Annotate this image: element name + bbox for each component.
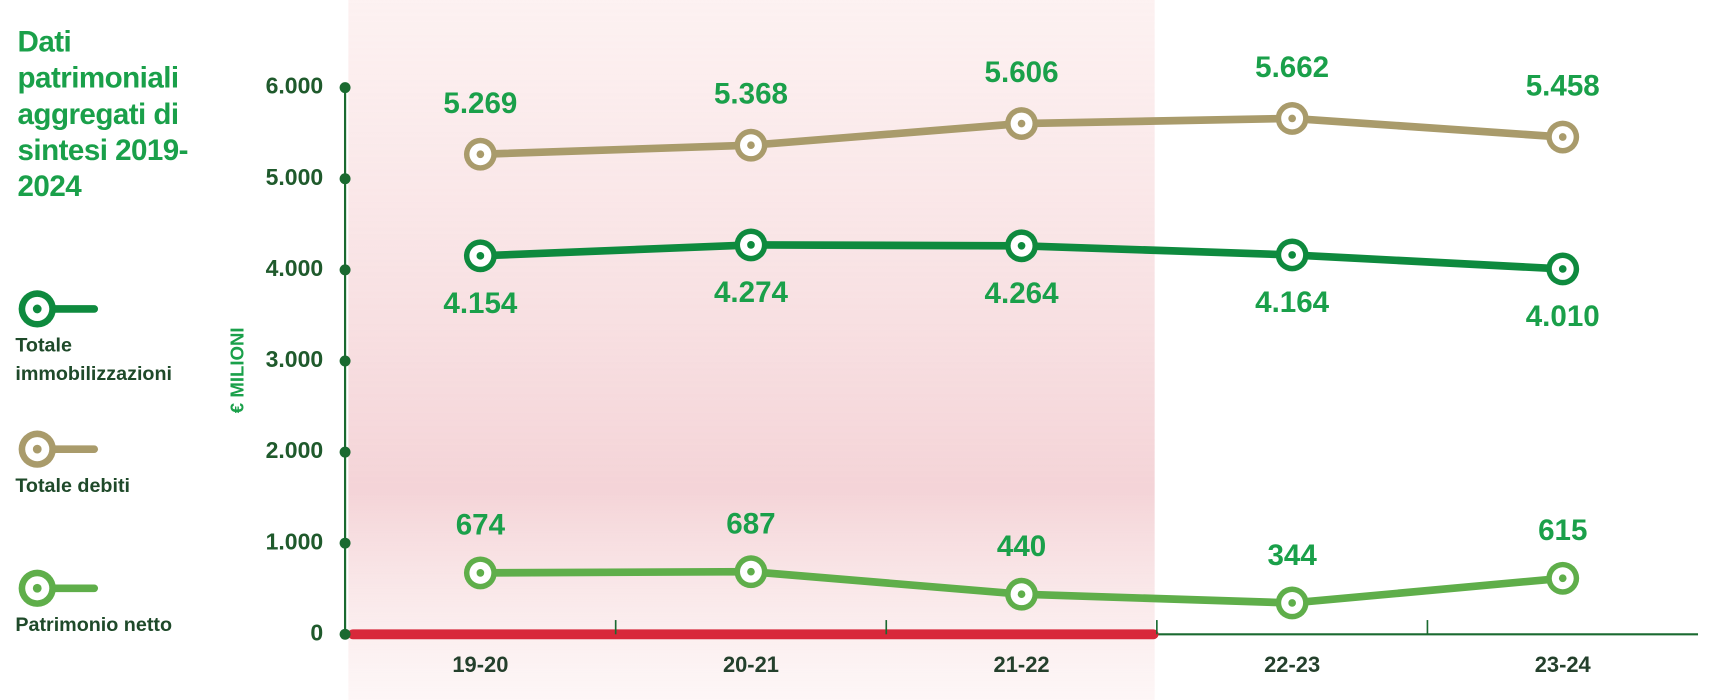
y-tick-label: 1.000	[266, 528, 324, 554]
data-point-ball-center	[1558, 574, 1567, 583]
data-point-ball-center	[747, 241, 755, 249]
y-tick-label: 5.000	[266, 164, 324, 190]
legend-label: Patrimonio netto	[15, 613, 172, 636]
data-point-ball-center	[1558, 133, 1567, 141]
legend-entry: Totale debiti	[15, 427, 223, 499]
y-tick-mark	[339, 82, 351, 94]
legend-entry: Totale immobilizzazioni	[15, 287, 223, 388]
data-point-ball-center	[476, 150, 485, 159]
chart-title: Dati patrimoniali aggregati di sintesi 2…	[17, 25, 189, 203]
data-label: 5.368	[714, 78, 788, 111]
data-label: 4.010	[1526, 300, 1600, 333]
data-point-ball-center	[476, 251, 485, 260]
data-label: 344	[1267, 539, 1317, 572]
y-tick-mark	[339, 264, 351, 276]
x-tick-label: 19-20	[452, 652, 508, 677]
data-label: 687	[726, 508, 775, 541]
x-tick-label: 22-23	[1264, 652, 1320, 677]
y-tick-mark	[339, 173, 351, 185]
data-point-ball-center	[1288, 251, 1296, 259]
data-label: 615	[1538, 514, 1587, 547]
legend-marker-center	[32, 583, 42, 593]
x-tick-label: 23-24	[1535, 652, 1592, 677]
data-label: 4.274	[714, 276, 789, 309]
legend-icon	[18, 569, 99, 607]
data-label: 5.606	[985, 56, 1059, 89]
data-label: 5.269	[443, 87, 517, 120]
data-point-ball-center	[747, 141, 755, 150]
legend-marker-center	[32, 444, 42, 454]
y-tick-mark	[339, 537, 351, 549]
data-point-ball-center	[1288, 114, 1296, 123]
legend-label: Totale immobilizzazioni	[15, 334, 173, 385]
data-point-ball-center	[1017, 119, 1026, 128]
data-point-ball-center	[1017, 590, 1026, 599]
data-label: 674	[456, 509, 506, 542]
y-tick-label: 2.000	[266, 437, 324, 463]
y-tick-label: 4.000	[266, 255, 324, 281]
legend-entry: Patrimonio netto	[15, 566, 223, 638]
legend-icon	[18, 430, 99, 468]
data-point-ball-center	[1017, 241, 1026, 250]
data-point-ball-center	[1288, 599, 1296, 607]
data-label: 4.164	[1255, 286, 1330, 319]
legend-marker-center	[32, 304, 42, 314]
y-tick-label: 6.000	[266, 73, 324, 99]
data-label: 5.458	[1526, 70, 1600, 103]
y-tick-mark	[339, 355, 351, 367]
data-label: 4.264	[985, 277, 1060, 310]
y-tick-mark	[339, 628, 351, 640]
data-label: 440	[997, 530, 1046, 563]
y-axis-label: € MILIONI	[227, 327, 248, 413]
data-label: 5.662	[1255, 51, 1329, 84]
data-point-ball-center	[476, 569, 485, 577]
data-point-ball-center	[1558, 265, 1567, 273]
legend-label: Totale debiti	[15, 474, 131, 497]
legend-icon	[18, 290, 99, 328]
x-tick-label: 20-21	[723, 652, 779, 677]
y-tick-label: 0	[310, 619, 323, 645]
data-label: 4.154	[443, 287, 518, 320]
y-tick-label: 3.000	[266, 346, 324, 372]
y-tick-mark	[339, 446, 351, 458]
data-point-ball-center	[747, 567, 755, 576]
x-tick-label: 21-22	[994, 652, 1050, 677]
